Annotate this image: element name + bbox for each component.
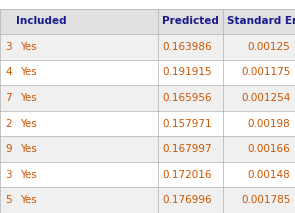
Text: 3: 3	[5, 42, 12, 52]
Text: 0.163986: 0.163986	[162, 42, 212, 52]
Text: 0.172016: 0.172016	[162, 170, 212, 180]
Text: Standard Error: Standard Error	[227, 16, 295, 26]
Text: 3: 3	[5, 170, 12, 180]
Text: 0.001175: 0.001175	[241, 68, 291, 77]
Text: 0.001785: 0.001785	[241, 195, 291, 205]
Text: 0.00198: 0.00198	[248, 119, 291, 128]
Text: 0.157971: 0.157971	[162, 119, 212, 128]
Text: Yes: Yes	[20, 195, 37, 205]
Bar	[0, 60, 295, 85]
Text: 5: 5	[5, 195, 12, 205]
Bar	[0, 162, 295, 187]
Bar	[0, 136, 295, 162]
Text: 4: 4	[5, 68, 12, 77]
Bar	[0, 9, 295, 34]
Text: Yes: Yes	[20, 93, 37, 103]
Text: 2: 2	[5, 119, 12, 128]
Text: Yes: Yes	[20, 42, 37, 52]
Text: Yes: Yes	[20, 119, 37, 128]
Bar	[0, 34, 295, 60]
Text: Included: Included	[16, 16, 67, 26]
Text: 0.167997: 0.167997	[162, 144, 212, 154]
Text: Predicted: Predicted	[162, 16, 219, 26]
Text: 0.00125: 0.00125	[248, 42, 291, 52]
Text: 0.165956: 0.165956	[162, 93, 212, 103]
Text: 0.191915: 0.191915	[162, 68, 212, 77]
Text: 0.176996: 0.176996	[162, 195, 212, 205]
Text: Yes: Yes	[20, 68, 37, 77]
Text: Yes: Yes	[20, 144, 37, 154]
Bar	[0, 85, 295, 111]
Text: 0.001254: 0.001254	[241, 93, 291, 103]
Text: 0.00148: 0.00148	[248, 170, 291, 180]
Bar	[0, 187, 295, 213]
Bar	[0, 111, 295, 136]
Text: 9: 9	[5, 144, 12, 154]
Text: Yes: Yes	[20, 170, 37, 180]
Text: 7: 7	[5, 93, 12, 103]
Text: 0.00166: 0.00166	[248, 144, 291, 154]
